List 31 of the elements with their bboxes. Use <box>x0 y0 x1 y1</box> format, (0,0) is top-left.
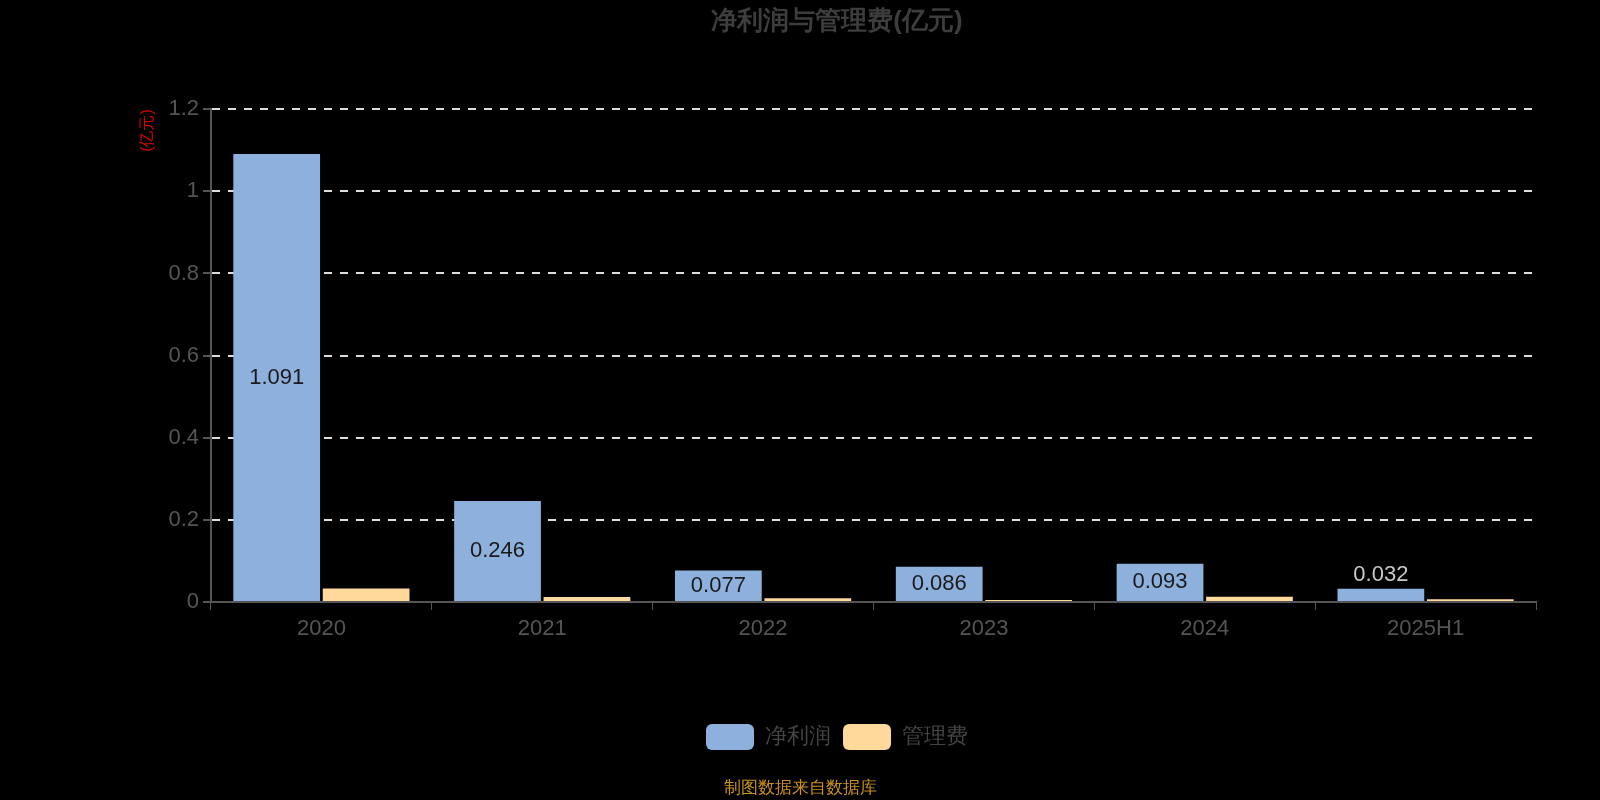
bar <box>322 588 410 601</box>
data-label: 0.086 <box>911 569 967 595</box>
x-tick-label: 2020 <box>296 615 346 641</box>
x-tick-label: 2024 <box>1180 615 1230 641</box>
legend-label: 管理费 <box>902 723 968 749</box>
legend-label: 净利润 <box>765 723 831 749</box>
bar <box>233 153 321 601</box>
x-tick-label: 2022 <box>738 615 788 641</box>
bar <box>1206 596 1293 601</box>
y-tick-label: 0 <box>186 588 199 614</box>
bar <box>454 500 541 601</box>
data-label: 0.032 <box>1353 560 1409 586</box>
y-tick-label: 0.4 <box>168 423 199 449</box>
data-label: 0.093 <box>1132 568 1188 594</box>
y-tick-label: 0.8 <box>168 259 199 285</box>
y-axis-title: (亿元) <box>138 109 156 152</box>
y-tick-label: 0.6 <box>168 341 199 367</box>
x-tick-label: 2023 <box>959 615 1009 641</box>
x-tick-label: 2025H1 <box>1387 615 1465 641</box>
data-label: 0.077 <box>690 571 746 597</box>
x-tick-label: 2021 <box>517 615 567 641</box>
data-label: 1.091 <box>249 363 305 389</box>
y-tick-label: 0.2 <box>168 505 199 531</box>
chart-title: 净利润与管理费(亿元) <box>711 4 963 35</box>
bar <box>543 597 631 601</box>
data-label: 0.246 <box>470 537 526 563</box>
text: 制图数据来自数据库 <box>723 777 877 797</box>
y-tick-label: 1.2 <box>168 95 199 121</box>
bar <box>1337 588 1425 601</box>
bar <box>764 598 852 601</box>
y-tick-label: 1 <box>186 177 199 203</box>
